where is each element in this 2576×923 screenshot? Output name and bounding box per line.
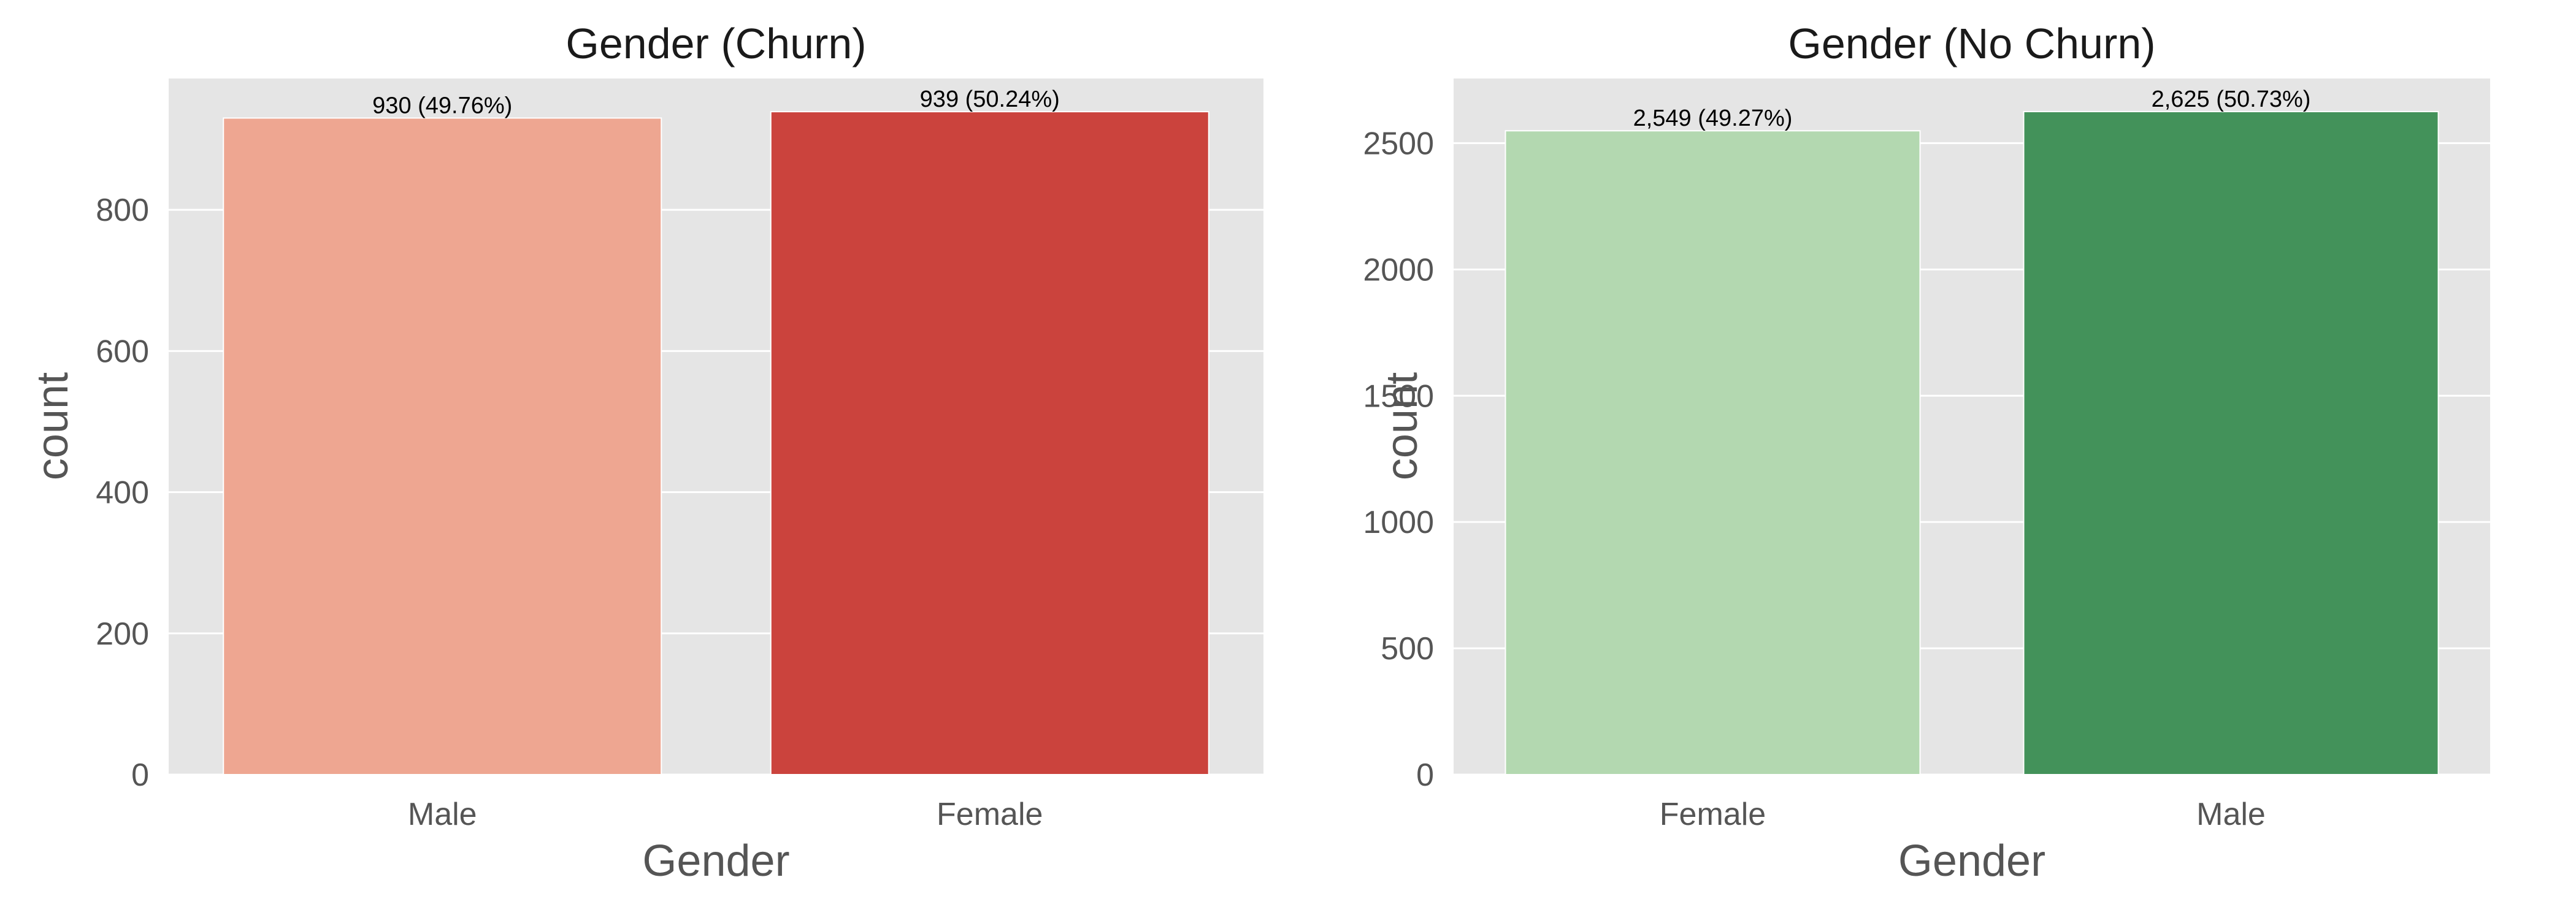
data-label: 2,625 (50.73%) <box>2152 86 2311 112</box>
bar-female <box>770 111 1209 776</box>
y-tick-label: 400 <box>96 475 149 511</box>
bar-male <box>223 117 662 775</box>
data-label: 930 (49.76%) <box>372 93 512 118</box>
y-tick-label: 0 <box>131 757 149 793</box>
data-label: 2,549 (49.27%) <box>1633 105 1793 131</box>
y-tick-label: 1500 <box>1363 378 1434 414</box>
chart-no-churn: 0 500 1000 1500 2000 2500 Female Male 2,549 (4… <box>1363 20 2490 886</box>
y-axis-label-churn: count <box>28 372 77 480</box>
chart-churn: 0 200 400 600 800 Male Female 930 (49.76%) 939… <box>28 20 1263 886</box>
x-tick-label: Male <box>408 797 477 832</box>
x-tick-label: Female <box>1660 797 1766 832</box>
y-tick-label: 0 <box>1416 757 1434 793</box>
x-tick-label: Female <box>937 797 1043 832</box>
x-tick-label: Male <box>2196 797 2266 832</box>
y-tick-label: 500 <box>1381 631 1434 667</box>
chart-title-no-churn: Gender (No Churn) <box>1788 20 2155 67</box>
y-tick-label: 600 <box>96 334 149 369</box>
y-tick-label: 2500 <box>1363 126 1434 161</box>
y-tick-label: 2000 <box>1363 252 1434 288</box>
y-tick-label: 200 <box>96 616 149 652</box>
data-label: 939 (50.24%) <box>920 86 1060 112</box>
bar-female <box>1505 130 1921 776</box>
x-axis-label-no-churn: Gender <box>1898 837 2045 886</box>
y-axis-label-no-churn: count <box>1378 372 1427 480</box>
chart-title-churn: Gender (Churn) <box>565 20 866 67</box>
x-axis-label-churn: Gender <box>642 837 789 886</box>
y-tick-label: 800 <box>96 193 149 228</box>
y-tick-label: 1000 <box>1363 505 1434 540</box>
bar-male <box>2023 110 2439 775</box>
